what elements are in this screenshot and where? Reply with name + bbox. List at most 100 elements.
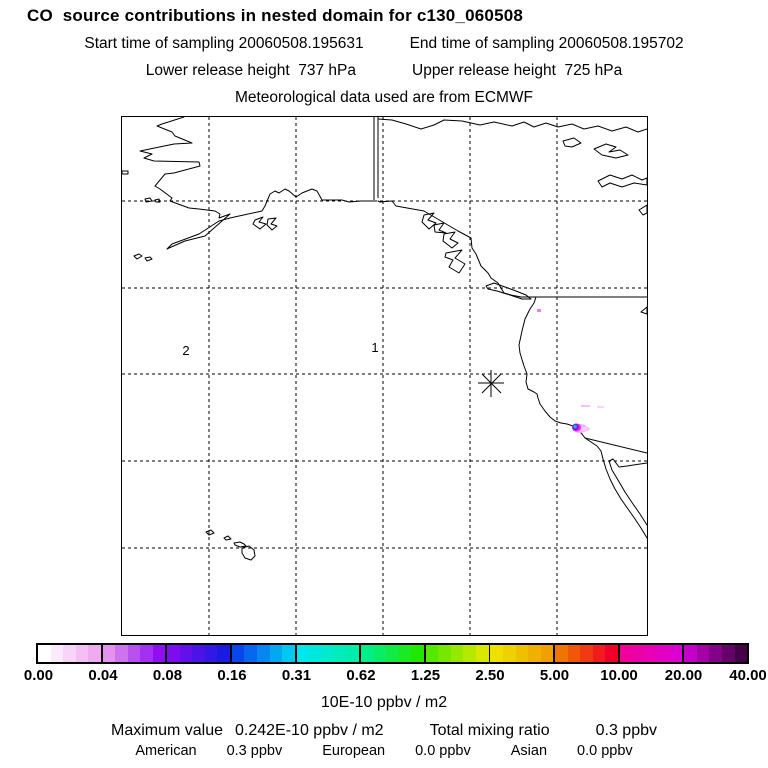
- colorbar-tick-label: 40.00: [729, 667, 767, 684]
- domain-label-1: 1: [371, 340, 378, 355]
- colorbar-tick-label: 0.04: [88, 667, 118, 684]
- islands-kodiak: [252, 216, 278, 231]
- colorbar-segment: [296, 645, 362, 662]
- upper-release-text: Upper release height 725 hPa: [412, 62, 623, 79]
- plume-core: [573, 424, 577, 429]
- map-svg: 2 1: [122, 117, 647, 635]
- colorbar-cell: [346, 645, 360, 662]
- colorbar-cell: [309, 645, 322, 662]
- end-time-text: End time of sampling 20060508.195702: [409, 35, 684, 52]
- plume-smear-2: [597, 406, 604, 408]
- colorbar: [36, 643, 749, 664]
- colorbar-cell: [140, 645, 153, 662]
- colorbar-cell: [63, 645, 76, 662]
- colorbar-cell: [734, 645, 748, 662]
- colorbar-cell: [644, 645, 658, 662]
- colorbar-cell: [684, 645, 697, 662]
- colorbar-segment: [231, 645, 297, 662]
- colorbar-tick-label: 0.00: [23, 667, 54, 684]
- colorbar-cell: [540, 645, 554, 662]
- islands-bering-small: [122, 170, 161, 262]
- lower-release-text: Lower release height 737 hPa: [145, 62, 356, 79]
- colorbar-cell: [102, 645, 116, 662]
- colorbar-cell: [127, 645, 141, 662]
- islands-se-alaska: [421, 212, 466, 274]
- region-value: 0.3 ppbv: [226, 743, 283, 759]
- colorbar-cell: [373, 645, 387, 662]
- colorbar-tick-label: 2.50: [475, 667, 505, 684]
- colorbar-cell: [204, 645, 218, 662]
- political-borders: [373, 117, 647, 454]
- colorbar-cell: [115, 645, 128, 662]
- border-alaska-canada: [373, 117, 379, 200]
- maximum-value-line: Maximum value 0.242E-10 ppbv / m2 Total …: [0, 722, 768, 740]
- colorbar-cell: [580, 645, 593, 662]
- colorbar-cell: [321, 645, 335, 662]
- plume-smear-1: [581, 405, 590, 407]
- colorbar-cell: [450, 645, 464, 662]
- colorbar-segment: [555, 645, 620, 662]
- colorbar-cell: [669, 645, 683, 662]
- islands-hawaii: [205, 529, 256, 561]
- colorbar-cell: [490, 645, 504, 662]
- colorbar-cell: [231, 645, 245, 662]
- graticule-grid: [122, 117, 647, 635]
- colorbar-cell: [503, 645, 516, 662]
- met-data-line: Meteorological data used are from ECMWF: [0, 89, 768, 107]
- region-name: American: [135, 743, 197, 759]
- total-mixing-value: 0.3 ppbv: [595, 722, 657, 739]
- colorbar-cell: [632, 645, 645, 662]
- colorbar-cell: [152, 645, 166, 662]
- colorbar-cell: [696, 645, 710, 662]
- colorbar-cell: [179, 645, 193, 662]
- colorbar-cell: [515, 645, 529, 662]
- colorbar-cell: [475, 645, 489, 662]
- region-european: European 0.0 ppbv: [322, 743, 471, 759]
- colorbar-segment: [490, 645, 556, 662]
- colorbar-tick-label: 5.00: [539, 667, 570, 684]
- coastline-gulf-of-california: [608, 458, 647, 526]
- colorbar-segment: [684, 645, 748, 662]
- coastline-arctic-north: [377, 118, 647, 133]
- colorbar-cell: [88, 645, 101, 662]
- colorbar-segment: [619, 645, 685, 662]
- colorbar-cell: [75, 645, 89, 662]
- met-data-text: Meteorological data used are from ECMWF: [234, 89, 534, 106]
- islands-arctic-canada: [562, 137, 647, 315]
- colorbar-segment: [361, 645, 426, 662]
- colorbar-tick-label: 0.31: [281, 667, 312, 684]
- start-time-text: Start time of sampling 20060508.195631: [84, 35, 364, 52]
- total-mixing-label: Total mixing ratio: [429, 722, 550, 739]
- colorbar-cell: [657, 645, 670, 662]
- sampling-times-line: Start time of sampling 20060508.195631 E…: [0, 35, 768, 53]
- max-label: Maximum value: [110, 722, 224, 739]
- colorbar-cell: [605, 645, 618, 662]
- concentration-plume: [537, 309, 604, 433]
- region-value: 0.0 ppbv: [577, 743, 633, 759]
- max-value: 0.242E-10 ppbv / m2: [235, 722, 384, 739]
- colorbar-cell: [567, 645, 581, 662]
- colorbar-tick-label: 10.00: [600, 667, 638, 684]
- colorbar-tick-label: 1.25: [410, 667, 441, 684]
- colorbar-cell: [244, 645, 257, 662]
- colorbar-tick-label: 0.62: [346, 667, 376, 684]
- colorbar-cell: [38, 645, 51, 662]
- colorbar-cell: [334, 645, 347, 662]
- colorbar-tick-label: 0.16: [217, 667, 247, 684]
- colorbar-cell: [296, 645, 310, 662]
- colorbar-cell: [438, 645, 451, 662]
- colorbar-cell: [709, 645, 722, 662]
- colorbar-cell: [256, 645, 270, 662]
- page-title: CO source contributions in nested domain…: [27, 6, 524, 25]
- region-asian: Asian 0.0 ppbv: [511, 743, 633, 759]
- map-panel: 2 1: [121, 116, 648, 636]
- colorbar-cell: [411, 645, 424, 662]
- border-us-mexico: [584, 437, 647, 454]
- colorbar-cell: [217, 645, 230, 662]
- plume-coast-dot: [537, 309, 541, 312]
- colorbar-cell: [555, 645, 568, 662]
- coastline-alaska-westcoast: [139, 117, 376, 250]
- colorbar-cell: [528, 645, 541, 662]
- colorbar-segment: [425, 645, 491, 662]
- region-name: Asian: [510, 743, 548, 759]
